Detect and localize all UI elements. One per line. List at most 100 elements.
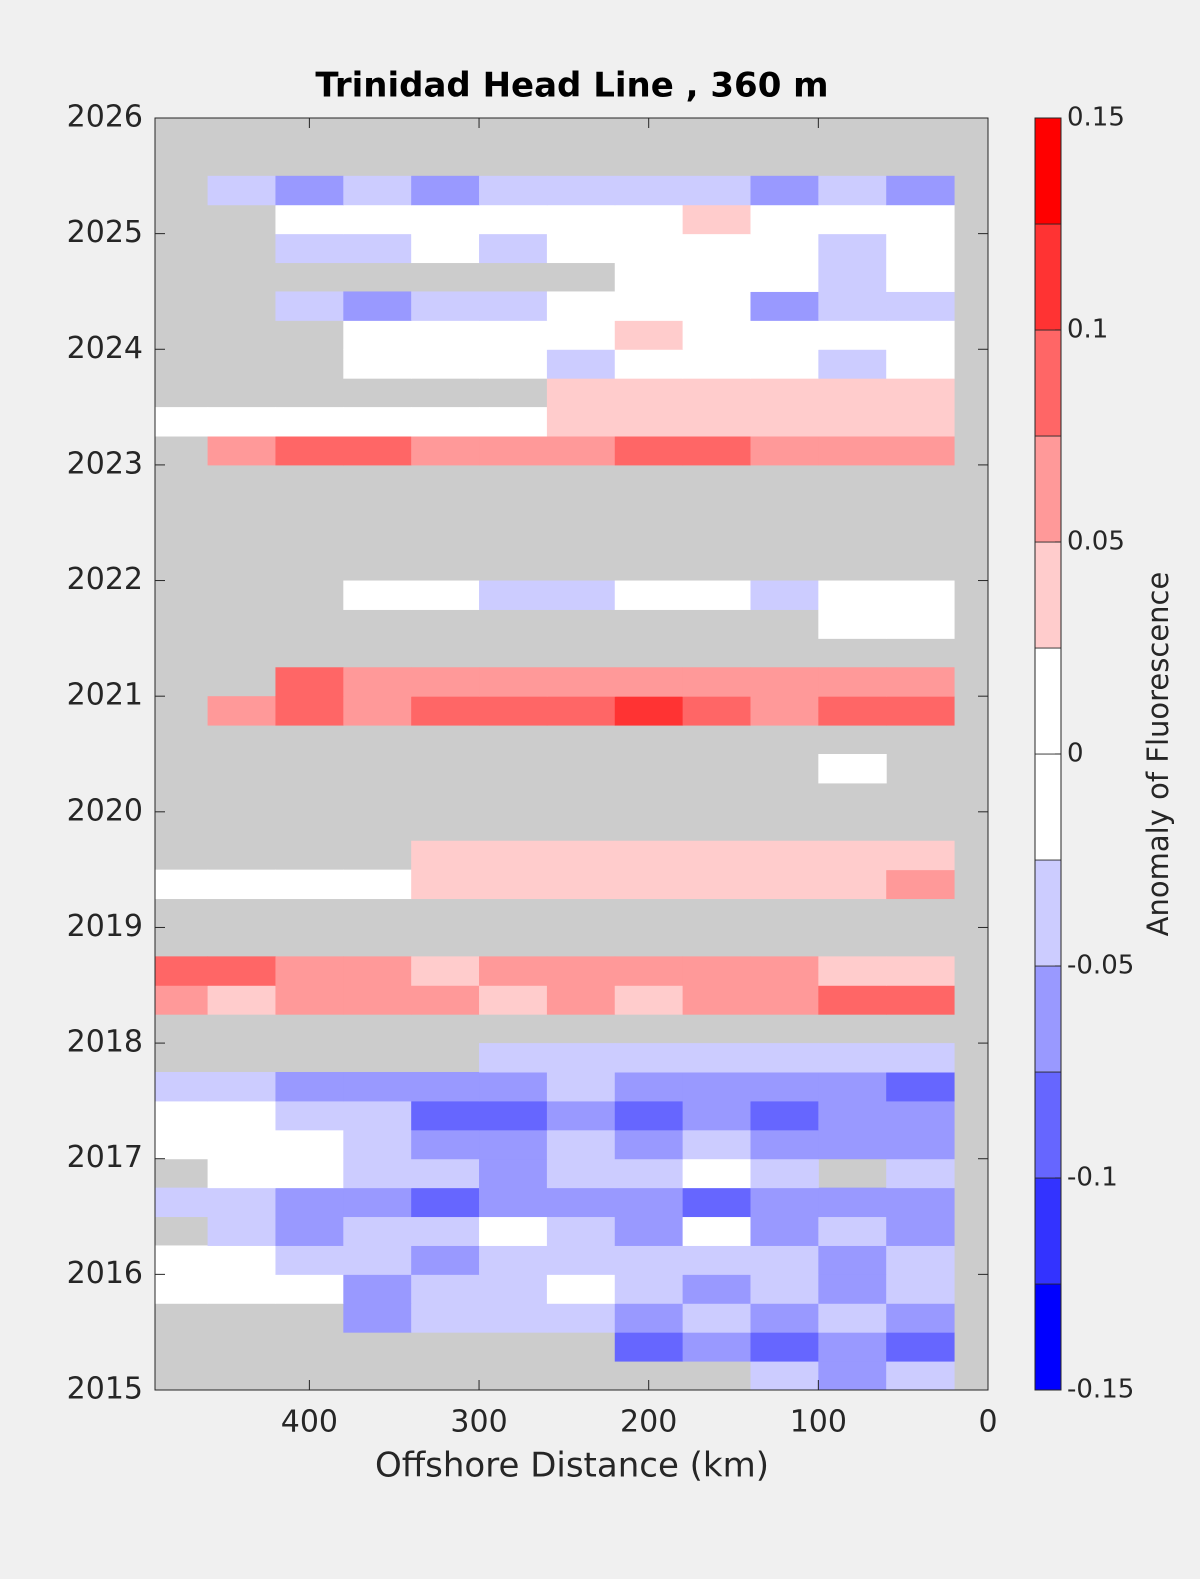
contour-cell xyxy=(343,869,412,900)
contour-cell xyxy=(614,1274,684,1304)
contour-cell xyxy=(614,985,684,1015)
x-tick-label: 100 xyxy=(790,1405,847,1440)
x-tick-label: 400 xyxy=(281,1405,338,1440)
contour-cell xyxy=(886,1158,955,1189)
contour-cell xyxy=(411,436,480,466)
contour-cell xyxy=(750,1274,819,1304)
contour-cell xyxy=(155,1187,209,1218)
contour-cell xyxy=(614,407,684,437)
contour-cell xyxy=(207,1187,276,1218)
contour-cell xyxy=(343,204,412,235)
contour-cell xyxy=(479,233,548,264)
contour-cell xyxy=(886,1274,955,1304)
contour-cell xyxy=(411,956,480,986)
contour-cell xyxy=(411,985,480,1015)
contour-cell xyxy=(275,175,344,206)
colorbar-tick-label: 0.15 xyxy=(1067,103,1125,133)
contour-cell xyxy=(886,696,955,726)
y-tick-label: 2018 xyxy=(67,1025,143,1060)
contour-cell xyxy=(614,667,684,697)
contour-cell xyxy=(614,175,684,206)
contour-cell xyxy=(682,233,751,264)
contour-cell xyxy=(886,1303,955,1333)
contour-cell xyxy=(479,985,548,1015)
contour-cell xyxy=(750,436,819,466)
contour-cell xyxy=(614,1100,684,1131)
contour-cell xyxy=(411,1187,480,1218)
colorbar-band xyxy=(1034,1177,1062,1285)
contour-cell xyxy=(682,262,751,292)
contour-cell xyxy=(479,407,548,437)
contour-cell xyxy=(546,1303,616,1333)
contour-cell xyxy=(275,1187,344,1218)
contour-cell xyxy=(682,840,751,871)
colorbar-label: Anomaly of Fluorescence xyxy=(1141,572,1175,937)
contour-cell xyxy=(343,696,412,726)
contour-cell xyxy=(411,696,480,726)
contour-cell xyxy=(411,1158,480,1189)
colorbar-tick-label: -0.05 xyxy=(1067,951,1134,981)
contour-cell xyxy=(818,233,887,264)
contour-cell xyxy=(155,1129,209,1160)
contour-cell xyxy=(614,1158,684,1189)
contour-cell xyxy=(614,1332,684,1362)
contour-cell xyxy=(682,985,751,1015)
contour-cell xyxy=(411,233,480,264)
contour-cell xyxy=(886,1043,955,1073)
contour-cell xyxy=(886,233,955,264)
contour-cell xyxy=(546,840,616,871)
contour-cell xyxy=(886,1332,955,1362)
contour-cell xyxy=(275,956,344,986)
contour-cell xyxy=(275,436,344,466)
contour-cell xyxy=(479,1187,548,1218)
contour-cell xyxy=(546,985,616,1015)
contour-cell xyxy=(479,1129,548,1160)
contour-cell xyxy=(207,869,276,900)
contour-cell xyxy=(275,1216,344,1246)
contour-cell xyxy=(818,1303,887,1333)
contour-cell xyxy=(275,1158,344,1189)
contour-cell xyxy=(479,840,548,871)
contour-cell xyxy=(155,407,209,437)
colorbar-band xyxy=(1034,435,1062,543)
contour-cell xyxy=(614,233,684,264)
colorbar-band xyxy=(1034,859,1062,967)
contour-cell xyxy=(546,956,616,986)
contour-cell xyxy=(614,1129,684,1160)
contour-cell xyxy=(343,667,412,697)
contour-cell xyxy=(546,291,616,321)
contour-cell xyxy=(479,580,548,610)
contour-cell xyxy=(886,1216,955,1246)
contour-cell xyxy=(343,956,412,986)
contour-cell xyxy=(614,349,684,379)
contour-cell xyxy=(886,1187,955,1218)
contour-cell xyxy=(411,1303,480,1333)
contour-cell xyxy=(546,407,616,437)
colorbar-tick-label: -0.15 xyxy=(1067,1375,1134,1405)
contour-cell xyxy=(546,696,616,726)
contour-cell xyxy=(682,1216,751,1246)
contour-cell xyxy=(886,204,955,235)
contour-cell xyxy=(479,869,548,900)
contour-cell xyxy=(275,869,344,900)
contour-cell xyxy=(546,580,616,610)
contour-cell xyxy=(275,233,344,264)
contour-cell xyxy=(818,1274,887,1304)
colorbar-band xyxy=(1034,753,1062,861)
contour-cell xyxy=(479,956,548,986)
contour-cell xyxy=(546,233,616,264)
contour-cell xyxy=(614,1245,684,1275)
contour-cell xyxy=(207,436,276,466)
contour-cell xyxy=(275,1072,344,1102)
contour-cell xyxy=(343,349,412,379)
contour-cell xyxy=(614,262,684,292)
contour-cell xyxy=(207,175,276,206)
x-tick-label: 0 xyxy=(978,1405,997,1440)
contour-cell xyxy=(207,1072,276,1102)
y-tick-label: 2021 xyxy=(67,678,143,713)
y-tick-label: 2015 xyxy=(67,1372,143,1407)
contour-cell xyxy=(750,349,819,379)
contour-cell xyxy=(343,1303,412,1333)
contour-cell xyxy=(750,1072,819,1102)
contour-cell xyxy=(546,1274,616,1304)
